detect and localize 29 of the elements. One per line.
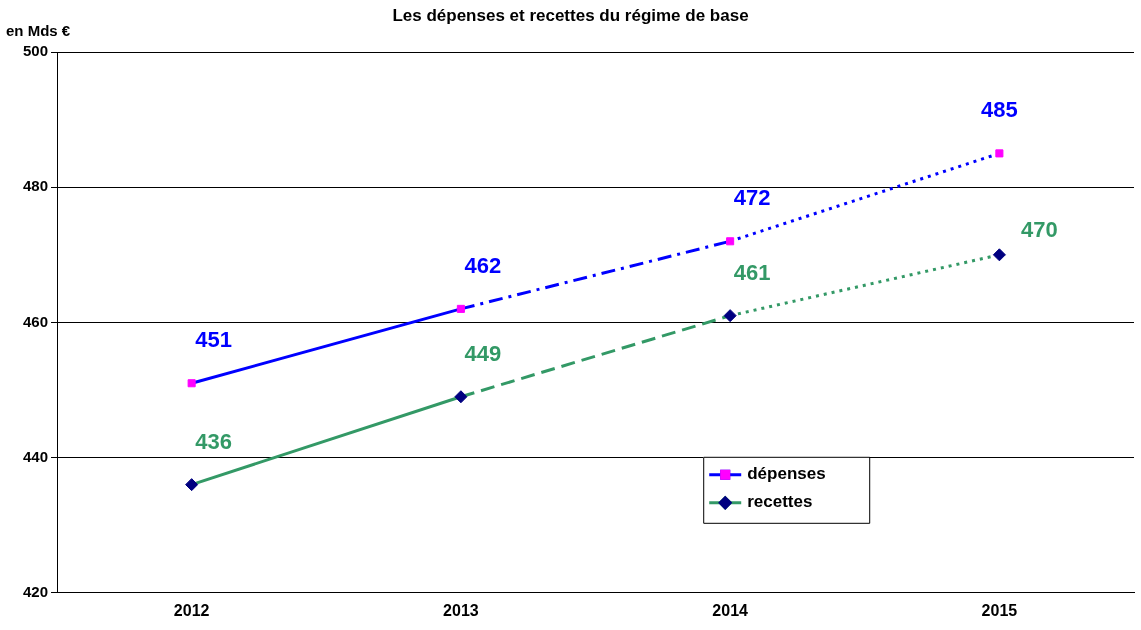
point — [456, 304, 465, 313]
data-label: 436 — [195, 428, 233, 454]
point — [454, 390, 468, 404]
y-tick-label: 420 — [23, 582, 49, 600]
data-label: 470 — [1021, 216, 1058, 242]
x-tick-label: 2014 — [712, 601, 749, 619]
point — [995, 149, 1004, 158]
data-label: 462 — [464, 252, 502, 278]
y-tick-label: 500 — [23, 42, 49, 60]
y-axis-title: en Mds € — [6, 22, 71, 39]
data-label: 461 — [733, 259, 771, 285]
legend-label: recettes — [747, 492, 813, 512]
x-tick-label: 2012 — [173, 601, 210, 619]
data-label: 449 — [464, 340, 502, 366]
y-tick-label: 440 — [23, 447, 49, 465]
data-label: 485 — [981, 97, 1018, 123]
legend-label: dépenses — [747, 464, 826, 484]
x-tick-label: 2013 — [443, 601, 479, 619]
point — [185, 478, 199, 492]
data-label: 451 — [195, 327, 233, 353]
y-tick-label: 480 — [23, 177, 49, 195]
data-label: 472 — [733, 185, 771, 211]
point — [992, 248, 1006, 262]
point — [726, 237, 735, 246]
point — [187, 379, 196, 388]
x-tick-label: 2015 — [981, 601, 1018, 619]
y-tick-label: 460 — [23, 312, 49, 330]
chart-title: Les dépenses et recettes du régime de base — [392, 6, 749, 25]
point — [723, 309, 737, 323]
